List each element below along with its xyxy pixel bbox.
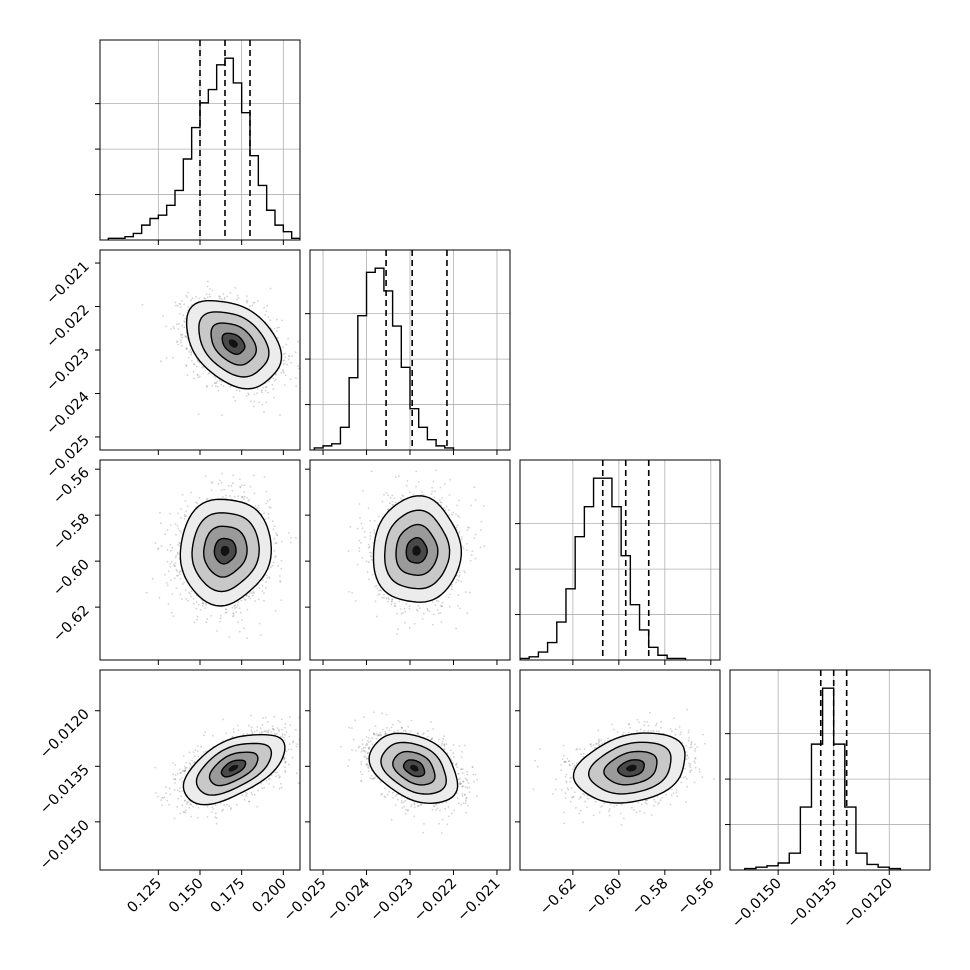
x-tick-label: −0.56	[675, 876, 718, 919]
x-tick-label: −0.62	[537, 876, 580, 919]
x-tick-label: −0.0120	[840, 876, 896, 932]
contour-line	[383, 509, 451, 590]
y-tick-label: −0.021	[44, 259, 93, 308]
x-tick-label: −0.021	[455, 876, 504, 925]
contour-line	[198, 311, 270, 378]
histogram-panel-2	[305, 249, 511, 455]
panel-border	[99, 39, 301, 241]
histogram-panel-4: −0.0150 −0.0135 −0.0120	[725, 669, 931, 932]
density-level	[228, 765, 239, 772]
panel-border	[99, 459, 301, 661]
y-tick-label: −0.0135	[37, 762, 93, 818]
panel-border	[519, 459, 721, 661]
contour-line	[221, 332, 246, 356]
density-level	[410, 764, 419, 772]
contour-line	[372, 495, 462, 603]
density-fill	[180, 499, 272, 606]
y-tick-label: −0.60	[50, 557, 93, 600]
density-fill	[186, 300, 282, 389]
contour-line	[191, 512, 260, 593]
contour-line	[603, 750, 658, 786]
contour-line	[572, 732, 686, 804]
contour-line	[195, 742, 273, 796]
panel-border	[309, 459, 511, 661]
x-tick-label: −0.0135	[785, 876, 841, 932]
panel-border	[519, 669, 721, 871]
contour-line	[587, 741, 672, 795]
contour-line	[368, 732, 459, 805]
contour-line	[380, 741, 447, 795]
histogram-panel-1	[95, 39, 301, 245]
contour-lines	[368, 732, 459, 805]
contour-lines	[185, 300, 283, 390]
panel-border	[99, 669, 301, 871]
contour-lines	[182, 734, 286, 806]
panel-border	[99, 249, 301, 451]
panel-border	[729, 669, 931, 871]
y-tick-label: −0.023	[44, 346, 93, 395]
scatter-panel-3-4: −0.62 −0.60 −0.58 −0.56	[515, 669, 721, 919]
y-tick-label: −0.0150	[37, 817, 93, 873]
scatter-panel-1-3: −0.62−0.60−0.58−0.56	[50, 459, 301, 665]
density-fill	[183, 734, 285, 805]
histogram-step	[313, 267, 455, 450]
density-level	[220, 545, 230, 557]
density-fill	[573, 733, 685, 803]
x-tick-label: −0.022	[411, 876, 460, 925]
x-tick-label: −0.025	[281, 876, 330, 925]
histogram-step	[744, 687, 902, 870]
contour-line	[210, 322, 258, 366]
density-level	[412, 545, 421, 556]
x-tick-label: 0.125	[124, 876, 165, 917]
histogram-panel-3	[515, 459, 721, 665]
x-tick-label: 0.175	[208, 876, 249, 917]
scatter-panel-2-3	[305, 459, 511, 665]
contour-line	[220, 759, 247, 778]
scatter-panel-2-4: −0.025−0.024−0.023−0.022−0.021	[281, 669, 511, 925]
y-tick-label: −0.62	[50, 603, 93, 646]
contour-line	[202, 525, 248, 578]
contour-lines	[572, 732, 686, 804]
x-tick-label: 0.150	[166, 876, 207, 917]
contour-line	[402, 759, 426, 778]
histogram-step	[520, 477, 687, 660]
contour-lines	[372, 495, 462, 603]
density-level	[626, 764, 637, 772]
y-tick-label: −0.022	[44, 302, 93, 351]
x-tick-label: −0.023	[368, 876, 417, 925]
scatter-panel-1-4: 0.125 0.150 0.175 0.200−0.0150−0.0135−0.012…	[37, 669, 301, 917]
contour-line	[182, 734, 286, 806]
x-tick-label: −0.0150	[729, 876, 785, 932]
contour-lines	[179, 498, 273, 607]
y-tick-label: −0.58	[50, 511, 93, 554]
y-tick-label: −0.024	[44, 389, 93, 438]
contour-line	[179, 498, 273, 607]
contour-line	[208, 751, 259, 787]
panel-border	[309, 249, 511, 451]
x-tick-label: −0.58	[629, 876, 672, 919]
histogram-step	[107, 57, 300, 240]
contour-line	[185, 300, 283, 390]
x-tick-label: −0.024	[324, 876, 373, 925]
density-level	[228, 339, 238, 348]
contour-line	[213, 537, 237, 565]
contour-line	[405, 537, 428, 564]
contour-line	[395, 523, 439, 577]
density-fill	[373, 495, 462, 603]
scatter-panel-1-2: −0.025−0.024−0.023−0.022−0.021	[44, 249, 301, 482]
panel-border	[309, 669, 511, 871]
contour-line	[392, 750, 436, 786]
x-tick-label: −0.60	[583, 876, 626, 919]
contour-line	[617, 759, 645, 778]
y-tick-label: −0.0120	[37, 706, 93, 762]
